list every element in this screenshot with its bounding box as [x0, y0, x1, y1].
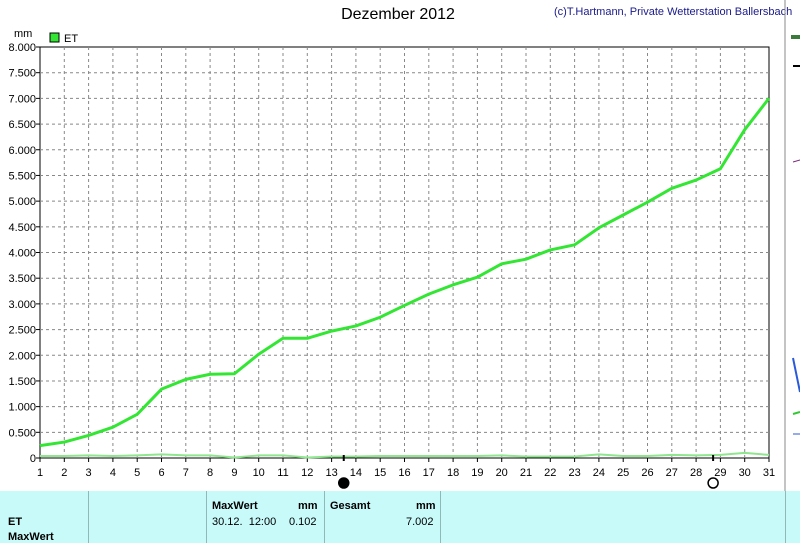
y-tick-label: 6.500 [8, 119, 36, 131]
x-tick-label: 21 [520, 467, 532, 479]
summary-table: ET MaxWert MaxWert mm 30.12. 12:00 0.102… [0, 491, 800, 543]
x-tick-label: 31 [763, 467, 775, 479]
x-tick-label: 29 [714, 467, 726, 479]
total-unit: mm [416, 500, 436, 512]
y-tick-label: 0 [30, 453, 36, 465]
table-col-label [0, 491, 89, 543]
x-tick-label: 5 [134, 467, 140, 479]
x-tick-label: 9 [231, 467, 237, 479]
y-tick-label: 1.500 [8, 376, 36, 388]
x-axis: 1 2 3 4 5 6 7 8 9 10 11 12 13 14 15 16 17 18 19 20 21 22 23 24 2… [37, 458, 775, 479]
series-line-1 [39, 97, 771, 448]
x-tick-label: 26 [641, 467, 653, 479]
max-header: MaxWert [212, 500, 258, 512]
x-tick-label: 17 [423, 467, 435, 479]
x-tick-label: 15 [374, 467, 386, 479]
table-col-total [324, 491, 441, 543]
x-tick-label: 2 [61, 467, 67, 479]
y-tick-label: 5.000 [8, 196, 36, 208]
x-tick-label: 10 [253, 467, 265, 479]
y-tick-label: 7.000 [8, 93, 36, 105]
table-row-et-label: ET [8, 516, 23, 528]
x-tick-label: 14 [350, 467, 362, 479]
full-moon-icon [707, 477, 719, 489]
x-tick-label: 25 [617, 467, 629, 479]
x-tick-label: 12 [301, 467, 313, 479]
y-tick-label: 2.500 [8, 325, 36, 337]
y-tick-label: 3.500 [8, 273, 36, 285]
table-col-blank [88, 491, 207, 543]
x-tick-label: 7 [183, 467, 189, 479]
series-line-2 [40, 451, 770, 459]
y-tick-label: 8.000 [8, 42, 36, 54]
x-tick-label: 24 [593, 467, 605, 479]
y-tick-label: 0.500 [8, 427, 36, 439]
y-tick-label: 7.500 [8, 68, 36, 80]
x-tick-label: 23 [568, 467, 580, 479]
right-stub-marker-5 [792, 411, 800, 415]
x-tick-label: 11 [277, 467, 288, 479]
credit-text: (c)T.Hartmann, Private Wetterstation Bal… [554, 6, 793, 18]
x-tick-label: 19 [471, 467, 483, 479]
max-value: 0.102 [289, 516, 317, 528]
y-tick-label: 6.000 [8, 145, 36, 157]
chart-area: 0 0.500 1.000 1.500 2.000 2.500 3.000 3.500 4.00… [8, 0, 800, 491]
y-axis-unit: mm [14, 28, 32, 40]
legend-swatch-et [49, 32, 60, 43]
table-col-max [206, 491, 325, 543]
max-datetime: 30.12. 12:00 [212, 516, 277, 528]
x-tick-label: 6 [158, 467, 164, 479]
table-row-maxwert-label: MaxWert [8, 531, 54, 543]
x-tick-label: 28 [690, 467, 702, 479]
y-tick-label: 3.000 [8, 299, 36, 311]
total-value: 7.002 [406, 516, 434, 528]
right-stub-marker-3 [792, 159, 800, 163]
y-tick-label: 2.000 [8, 350, 36, 362]
x-tick-label: 20 [496, 467, 508, 479]
y-tick-label: 4.500 [8, 222, 36, 234]
grid [39, 46, 770, 459]
x-tick-label: 18 [447, 467, 459, 479]
right-stub-marker-1 [791, 35, 800, 39]
y-tick-label: 4.000 [8, 248, 36, 260]
x-tick-label: 27 [666, 467, 678, 479]
series-group [39, 97, 771, 459]
x-tick-label: 8 [207, 467, 213, 479]
x-tick-label: 4 [110, 467, 116, 479]
x-tick-label: 1 [37, 467, 43, 479]
y-tick-label: 5.500 [8, 170, 36, 182]
legend-label-et: ET [64, 33, 78, 45]
x-tick-label: 30 [739, 467, 751, 479]
total-header: Gesamt [330, 500, 371, 512]
x-tick-label: 22 [544, 467, 556, 479]
y-axis: 0 0.500 1.000 1.500 2.000 2.500 3.000 3.500 4.00… [8, 42, 40, 465]
right-stub-marker-4 [792, 357, 800, 393]
max-unit: mm [298, 500, 318, 512]
moon-phases [338, 455, 719, 489]
new-moon-icon [338, 477, 350, 489]
chart-title: Dezember 2012 [341, 6, 455, 23]
x-tick-label: 3 [86, 467, 92, 479]
x-tick-label: 16 [398, 467, 410, 479]
table-col-rest [440, 491, 786, 543]
x-tick-label: 13 [325, 467, 337, 479]
y-tick-label: 1.000 [8, 402, 36, 414]
